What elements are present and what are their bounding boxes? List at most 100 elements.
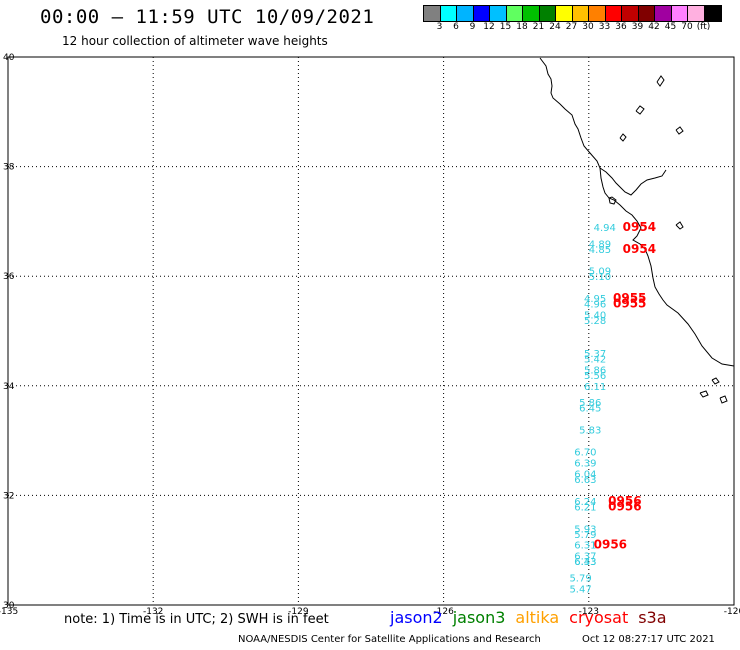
wave-height-label: 6.33 xyxy=(574,557,596,568)
legend-item-jason3: jason3 xyxy=(452,608,506,627)
colorbar-label: 12 xyxy=(483,22,495,32)
wave-height-label: 6.43 xyxy=(574,557,596,568)
longitude-tick-label: -120 xyxy=(724,607,740,617)
wave-height-label: 5.93 xyxy=(574,524,596,535)
colorbar-swatch xyxy=(506,6,523,21)
wave-height-label: 5.56 xyxy=(584,371,606,382)
wave-height-label: 6.04 xyxy=(574,469,596,480)
latitude-labels: 30 32 34 36 38 40 xyxy=(3,53,15,611)
colorbar-label: 27 xyxy=(565,22,578,32)
map-subtitle: 12 hour collection of altimeter wave hei… xyxy=(62,34,328,48)
colorbar-swatch xyxy=(704,6,721,21)
wave-height-label: 5.10 xyxy=(589,272,611,283)
satellite-legend: jason2 jason3 altika cryosat s3a xyxy=(390,608,677,628)
colorbar-swatch xyxy=(589,6,606,21)
pass-time-label: 0956 xyxy=(594,538,627,552)
longitude-tick-label: -135 xyxy=(0,607,18,617)
colorbar-label: 21 xyxy=(532,22,545,32)
wave-height-label: 6.24 xyxy=(574,497,596,508)
colorbar-swatch xyxy=(638,6,655,21)
colorbar-label: 30 xyxy=(582,22,594,32)
colorbar-label: 9 xyxy=(469,22,476,32)
latitude-tick-label: 32 xyxy=(3,491,14,501)
colorbar-label: 36 xyxy=(615,22,627,32)
latitude-tick-label: 34 xyxy=(3,382,15,392)
wave-height-label: 6.21 xyxy=(574,502,596,513)
latitude-tick-label: 38 xyxy=(3,163,15,173)
wave-height-label: 5.42 xyxy=(584,354,606,365)
pass-time-label: 0955 xyxy=(613,297,646,311)
colorbar-swatch xyxy=(572,6,589,21)
wave-height-label: 5.09 xyxy=(589,267,611,278)
longitude-labels: -135 -132 -129 -126 -123 -120 xyxy=(0,607,740,617)
colorbar-swatch xyxy=(539,6,556,21)
pass-time-label: 0955 xyxy=(613,291,646,305)
wave-height-label: 4.95 xyxy=(584,294,606,305)
wave-height-label: 5.40 xyxy=(584,311,606,322)
wave-height-label: 6.70 xyxy=(574,448,596,459)
legend-item-altika: altika xyxy=(515,608,560,627)
colorbar-swatch xyxy=(457,6,474,21)
wave-height-label: 4.96 xyxy=(584,300,606,311)
wave-height-label: 6.31 xyxy=(574,541,596,552)
colorbar-label: (ft) xyxy=(696,22,711,32)
latitude-tick-label: 40 xyxy=(3,53,15,63)
wave-height-label: 6.37 xyxy=(574,552,596,563)
colorbar-label: 42 xyxy=(648,22,660,32)
colorbar-label: 3 xyxy=(436,22,443,32)
wave-height-label: 5.37 xyxy=(584,349,606,360)
wave-height-label: 5.79 xyxy=(574,530,596,541)
jason3-observations: 4.94 4.894.85 5.095.10 4.954.965.405.28 5.37… xyxy=(569,223,615,596)
colorbar-swatch xyxy=(671,6,688,21)
colorbar-swatch xyxy=(523,6,540,21)
wave-height-label: 5.47 xyxy=(569,585,591,596)
note-text: note: 1) Time is in UTC; 2) SWH is in fe… xyxy=(64,612,329,627)
wave-height-label: 4.94 xyxy=(594,223,616,234)
colorbar-swatch xyxy=(490,6,507,21)
longitude-tick-label: -129 xyxy=(288,607,309,617)
pass-time-label: 0956 xyxy=(608,494,641,508)
longitude-tick-label: -123 xyxy=(579,607,599,617)
colorbar-label: 6 xyxy=(453,22,459,32)
map-title: 00:00 – 11:59 UTC 10/09/2021 xyxy=(40,6,375,28)
colorbar-swatch xyxy=(473,6,490,21)
colorbar-label: 18 xyxy=(516,22,528,32)
colorbar-label: 70 xyxy=(681,22,693,32)
latitude-tick-label: 30 xyxy=(3,601,15,611)
wave-height-label: 6.45 xyxy=(579,404,601,415)
map-gridlines xyxy=(8,57,734,605)
longitude-tick-label: -132 xyxy=(143,607,163,617)
wave-height-label: 5.83 xyxy=(579,426,601,437)
pass-time-label: 0954 xyxy=(623,242,656,256)
longitude-tick-label: -126 xyxy=(433,607,454,617)
colorbar xyxy=(423,5,722,22)
wave-height-label: 5.86 xyxy=(579,398,601,409)
wave-height-label: 6.11 xyxy=(584,382,606,393)
colorbar-swatch xyxy=(605,6,622,21)
colorbar-label: 39 xyxy=(631,22,644,32)
map-frame xyxy=(7,56,735,606)
colorbar-swatch xyxy=(556,6,573,21)
pass-time-label: 0954 xyxy=(623,220,656,234)
colorbar-swatch xyxy=(424,6,441,21)
coastline xyxy=(539,57,735,404)
colorbar-swatch xyxy=(655,6,672,21)
colorbar-labels: 3 6 9 12 15 18 21 24 27 30 33 36 39 42 45 70 (ft) xyxy=(423,22,740,34)
legend-item-jason2: jason2 xyxy=(390,608,443,627)
colorbar-swatch xyxy=(440,6,457,21)
wave-height-label: 6.63 xyxy=(574,475,596,486)
colorbar-swatch xyxy=(622,6,639,21)
pass-time-label: 0956 xyxy=(608,499,641,513)
colorbar-swatch xyxy=(688,6,705,21)
generation-timestamp: Oct 12 08:27:17 UTC 2021 xyxy=(582,634,715,645)
wave-height-label: 4.89 xyxy=(589,239,611,250)
wave-height-label: 6.39 xyxy=(574,459,596,470)
legend-item-s3a: s3a xyxy=(638,608,667,627)
legend-item-cryosat: cryosat xyxy=(569,608,629,627)
wave-height-label: 4.85 xyxy=(589,245,611,256)
colorbar-label: 45 xyxy=(664,22,677,32)
latitude-tick-label: 36 xyxy=(3,272,15,282)
colorbar-label: 15 xyxy=(499,22,512,32)
